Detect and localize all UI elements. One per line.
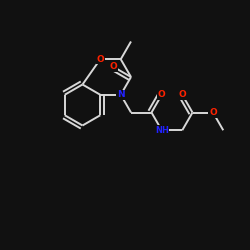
Text: O: O <box>110 62 117 71</box>
Text: N: N <box>117 90 124 99</box>
Text: O: O <box>209 108 217 117</box>
Text: O: O <box>178 90 186 99</box>
Text: O: O <box>96 55 104 64</box>
Text: O: O <box>158 90 166 99</box>
Text: NH: NH <box>155 126 169 135</box>
